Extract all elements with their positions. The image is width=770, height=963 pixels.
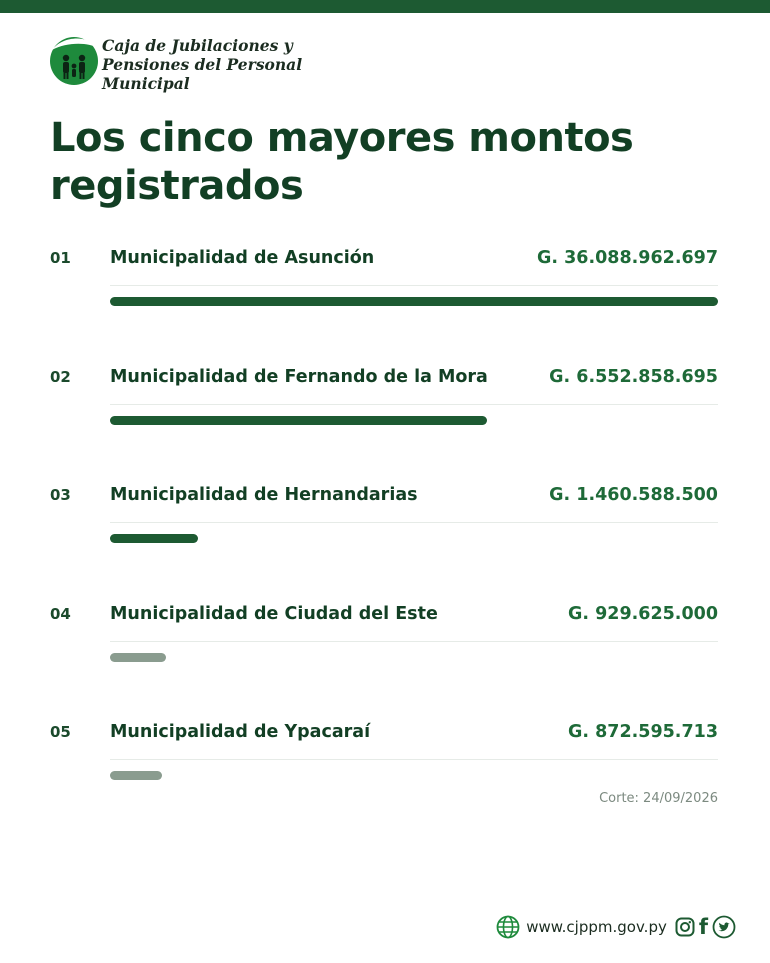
twitter-icon[interactable] [712,915,736,939]
municipality-name: Municipalidad de Ciudad del Este [110,603,438,624]
amount-value: G. 6.552.858.695 [549,366,718,387]
amount-bar [110,534,198,543]
municipality-name: Municipalidad de Asunción [110,248,375,268]
row-divider [110,285,718,286]
amount-bar [110,415,487,425]
bar-track [110,297,718,306]
municipality-name: Municipalidad de Fernando de la Mora [110,366,488,387]
bar-track [110,415,718,425]
amount-value: G. 36.088.962.697 [537,248,718,268]
ranking-row: 05 Municipalidad de Ypacaraí G. 872.595.… [0,722,770,822]
ranking-row: 02 Municipalidad de Fernando de la Mora … [0,367,770,467]
amount-bar [110,771,162,780]
ranking-row: 01 Municipalidad de Asunción G. 36.088.9… [0,248,770,348]
family-emblem-icon [50,37,98,85]
cutoff-date: Corte: 24/09/2026 [599,791,718,806]
bar-track [110,771,718,780]
rank-number: 04 [50,604,71,623]
row-divider [110,640,718,642]
amount-value: G. 872.595.713 [568,722,718,742]
rank-number: 01 [50,249,71,267]
organization-logo: Caja de Jubilaciones y Pensiones del Per… [48,34,308,94]
municipality-name: Municipalidad de Ypacaraí [110,722,371,742]
rank-number: 03 [50,486,71,504]
instagram-icon[interactable] [675,917,695,937]
page-title-line-1: Los cinco mayores montos [50,115,634,161]
bar-track [110,534,718,543]
amount-value: G. 1.460.588.500 [549,485,718,505]
organization-name-line-3: Municipal [102,74,190,93]
ranking-row: 03 Municipalidad de Hernandarias G. 1.46… [0,485,770,585]
row-divider [110,522,718,523]
amount-bar [110,297,718,306]
page-title: Los cinco mayores montos registrados [50,114,730,210]
organization-name-line-1: Caja de Jubilaciones y [102,36,293,55]
top-accent-bar [0,0,770,13]
ranking-row: 04 Municipalidad de Ciudad del Este G. 9… [0,604,770,704]
globe-icon [496,915,520,939]
facebook-icon[interactable]: f [698,915,708,939]
municipality-name: Municipalidad de Hernandarias [110,485,418,505]
footer-contact: www.cjppm.gov.py f [496,914,736,940]
row-divider [110,759,718,760]
website-link[interactable]: www.cjppm.gov.py [526,918,667,936]
amount-value: G. 929.625.000 [568,603,718,624]
rank-number: 02 [50,367,71,386]
organization-name-line-2: Pensiones del Personal [102,55,303,74]
rank-number: 05 [50,723,71,741]
row-divider [110,403,718,405]
organization-name: Caja de Jubilaciones y Pensiones del Per… [102,36,302,93]
amount-bar [110,652,166,662]
bar-track [110,652,718,662]
page-title-line-2: registrados [50,163,304,209]
